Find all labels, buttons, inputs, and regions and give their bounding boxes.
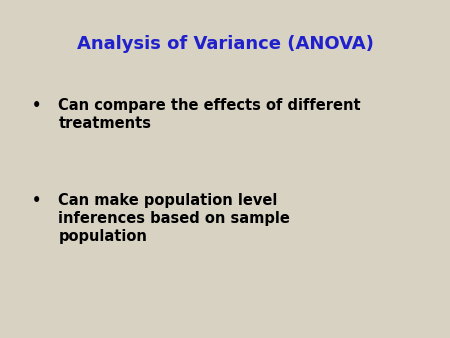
- Text: •: •: [32, 98, 41, 113]
- Text: •: •: [32, 193, 41, 208]
- Text: Can make population level
inferences based on sample
population: Can make population level inferences bas…: [58, 193, 290, 244]
- Text: Can compare the effects of different
treatments: Can compare the effects of different tre…: [58, 98, 361, 131]
- Text: Analysis of Variance (ANOVA): Analysis of Variance (ANOVA): [76, 35, 373, 53]
